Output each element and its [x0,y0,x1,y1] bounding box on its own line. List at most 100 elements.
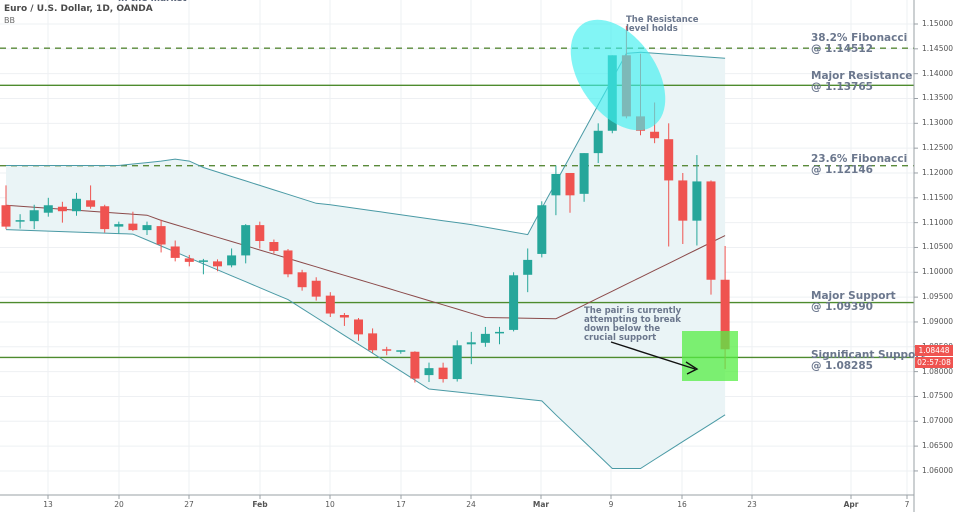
annotation-arrowhead [685,361,699,375]
bollinger-band-fill [6,52,726,469]
candle [269,239,279,254]
candle [114,221,124,234]
indicator-label-bb[interactable]: BB [4,16,15,25]
symbol-title[interactable]: Euro / U.S. Dollar, 1D, OANDA [4,4,153,14]
candle [368,328,378,353]
level-label-title: Major Support [811,290,896,302]
time-tick-label: Feb [252,500,268,509]
candle [1,185,11,230]
candle [57,201,67,223]
candle [593,123,603,164]
support-note-line: The pair is currently [584,306,682,316]
candle [170,240,180,262]
price-tick-label: 1.14000 [922,68,954,78]
label-fib-38: 38.2% Fibonacci @ 1.14512 [811,33,907,55]
price-tick-label: 1.13000 [922,118,954,128]
candle [156,219,166,253]
price-tick-label: 1.13500 [922,93,954,103]
support-highlight-box [682,331,738,381]
level-label-title: 38.2% Fibonacci [811,32,908,44]
candle [43,197,53,217]
candle [495,326,504,345]
last-price-tag: 1.08448 [915,345,953,356]
candle [438,362,448,383]
time-tick-label: 23 [747,500,757,509]
candle [325,292,335,317]
countdown-tag: 02:57:08 [915,357,953,368]
price-tick-label: 1.09500 [922,292,954,302]
candle [466,331,476,365]
time-tick-label: 17 [396,500,406,509]
time-tick-label: Apr [843,500,859,509]
price-tick-label: 1.12500 [922,143,954,153]
support-note-line: crucial support [584,333,657,343]
price-tick-label: 1.07500 [922,391,954,401]
candle [480,326,490,347]
time-tick-label: Mar [532,500,550,509]
price-tick-label: 1.06000 [922,465,954,475]
price-tick-label: 1.07000 [922,416,954,426]
candle [297,269,307,291]
level-label-value: @ 1.13765 [811,81,873,93]
candle [213,259,222,272]
level-label-title: Major Resistance [811,70,913,82]
candle [198,258,208,275]
candle [692,155,702,246]
resistance-highlight-ellipse [570,19,666,131]
price-tick-label: 1.11000 [922,217,954,227]
label-fib-23: 23.6% Fibonacci @ 1.12146 [811,154,907,176]
candle [86,185,96,209]
candle [509,272,519,332]
label-major-support: Major Support @ 1.09390 [811,291,896,313]
level-label-value: @ 1.08285 [811,360,873,372]
candle [706,180,716,295]
candle [15,214,25,229]
candle [128,211,138,232]
resistance-note-line: The Resistance [626,15,699,25]
resistance-note-line: level holds [626,24,678,34]
time-tick-label: 10 [325,500,335,509]
level-label-value: @ 1.14512 [811,43,873,55]
price-tick-label: 1.12000 [922,167,954,177]
level-label-value: @ 1.09390 [811,301,873,313]
label-major-resistance: Major Resistance @ 1.13765 [811,71,912,93]
cropped-annotation-text: in the market [118,0,187,4]
bollinger-basis-line [5,204,726,320]
time-tick-label: 27 [184,500,194,509]
level-label-title: Significant Support [811,349,926,361]
support-note-line: down below the [584,324,661,334]
candle [283,248,293,278]
candle [142,221,152,236]
time-tick-label: 24 [466,500,476,509]
support-note-line: attempting to break [584,315,681,325]
candle [184,254,194,267]
candle [523,248,533,293]
candle [396,350,406,354]
candle [227,248,237,268]
time-tick-label: 7 [904,500,910,509]
price-tick-label: 1.14500 [922,43,954,53]
time-tick-label: 9 [608,500,614,509]
candle [424,362,434,383]
resistance-note: The Resistance level holds [626,16,699,34]
candle [382,346,392,356]
candle [29,204,39,230]
candle [537,201,547,258]
candle [72,192,81,216]
price-tick-label: 1.10000 [922,267,954,277]
candle [311,277,321,301]
price-tick-label: 1.06500 [922,441,954,451]
candle [678,172,688,244]
annotation-arrow [610,341,696,370]
time-tick-label: 13 [43,500,53,509]
candle [410,351,420,383]
price-axis-tick-marks [914,23,918,472]
candle [565,172,575,213]
candle [241,224,251,264]
price-tick-label: 1.15000 [922,19,954,28]
candle [664,123,674,247]
price-tick-label: 1.08000 [922,366,954,376]
support-note: The pair is currently attempting to brea… [584,307,681,343]
price-tick-label: 1.10500 [922,242,954,252]
